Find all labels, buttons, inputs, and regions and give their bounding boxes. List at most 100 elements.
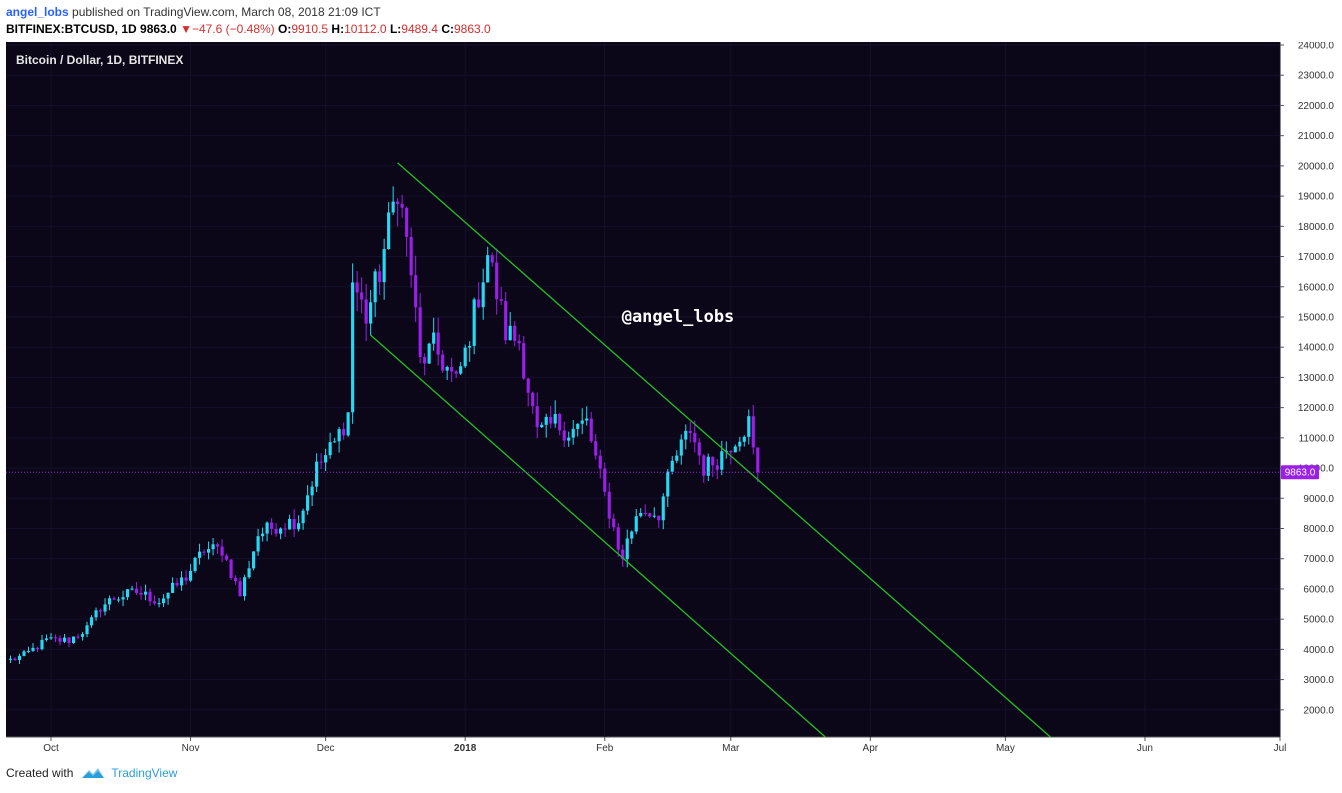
candle-body [8, 658, 13, 660]
open-value: 9910.5 [291, 22, 329, 36]
candle-body [360, 292, 364, 300]
price-chart[interactable]: Bitcoin / Dollar, 1D, BITFINEX @angel_lo… [6, 42, 1342, 757]
candle-body [423, 357, 427, 364]
candle-body [112, 598, 116, 600]
candle-body [256, 536, 260, 552]
candle-body [571, 428, 575, 438]
candle-body [175, 582, 179, 586]
grid [6, 42, 1281, 737]
candle-body [742, 436, 746, 442]
candle-body [729, 450, 733, 453]
candle-body [526, 378, 530, 393]
high-label: H: [331, 22, 345, 36]
candle-body [468, 345, 472, 348]
candle-body [414, 275, 418, 308]
y-tick-label: 14000.0 [1298, 343, 1335, 354]
channel-lines[interactable] [370, 162, 1051, 738]
candle-body [418, 307, 422, 358]
candle-body [98, 610, 103, 612]
y-tick-label: 9000.0 [1303, 494, 1334, 505]
x-tick-label: Jul [1274, 743, 1287, 754]
candle-body [324, 455, 328, 463]
plot-area[interactable] [6, 42, 1280, 737]
candle-body [553, 413, 557, 424]
last-price-tag: 9863.0 [1281, 465, 1319, 480]
candle-body [333, 441, 337, 443]
candle-body [134, 588, 139, 593]
candle-body [517, 340, 521, 344]
candle-body [477, 299, 481, 308]
candle-body [328, 442, 332, 456]
candle-body [585, 418, 589, 421]
time-axis[interactable] [6, 737, 1280, 757]
candle-body [670, 460, 674, 472]
candle-body [603, 468, 607, 492]
candle-body [751, 416, 755, 448]
candle-body [387, 212, 391, 250]
channel-line[interactable] [370, 334, 826, 738]
y-tick-label: 2000.0 [1303, 705, 1334, 716]
candle-body [675, 455, 679, 461]
y-tick-label: 22000.0 [1298, 101, 1335, 112]
candle-body [733, 446, 737, 453]
candle-body [355, 282, 359, 293]
candle-body [121, 597, 125, 600]
candle-body [31, 647, 35, 651]
candle-body [508, 325, 512, 341]
candle-body [22, 651, 26, 656]
author-link[interactable]: angel_lobs [6, 5, 69, 19]
candle-body [450, 367, 454, 372]
candle-body [697, 442, 701, 456]
x-tick-label: Apr [863, 743, 879, 754]
candle-body [666, 471, 670, 497]
candles [8, 186, 760, 665]
candle-body [188, 570, 193, 581]
candle-body [576, 423, 580, 429]
y-tick-label: 12000.0 [1298, 403, 1335, 414]
candle-body [549, 416, 553, 424]
ohlc-line: BITFINEX:BTCUSD, 1D 9863.0 ▼−47.6 (−0.48… [6, 21, 491, 38]
price-change: −47.6 (−0.48%) [191, 22, 275, 36]
candle-body [283, 528, 287, 530]
channel-line[interactable] [397, 162, 1051, 738]
candle-body [49, 637, 53, 639]
tradingview-brand-label: TradingView [111, 766, 178, 780]
x-tick-label: Nov [182, 743, 200, 754]
candle-body [369, 302, 373, 324]
price-axis[interactable] [1280, 42, 1342, 737]
candle-body [486, 255, 490, 283]
candle-body [643, 512, 647, 514]
candle-body [170, 582, 175, 593]
y-tick-label: 24000.0 [1298, 42, 1335, 52]
tradingview-link[interactable]: TradingView [81, 766, 177, 780]
candle-body [481, 282, 485, 308]
candle-body [382, 249, 386, 283]
candle-body [756, 447, 760, 473]
candle-body [679, 439, 683, 456]
y-tick-label: 20000.0 [1298, 161, 1335, 172]
candle-body [288, 518, 292, 530]
candle-body [103, 604, 107, 612]
y-tick-label: 13000.0 [1298, 373, 1335, 384]
candle-body [301, 510, 305, 524]
candle-body [184, 577, 188, 581]
candle-body [211, 544, 215, 550]
candle-body [499, 299, 503, 301]
candle-body [315, 461, 319, 487]
candle-body [292, 518, 296, 530]
candle-body [261, 533, 265, 537]
candle-body [364, 299, 368, 324]
y-tick-label: 8000.0 [1303, 524, 1334, 535]
low-label: L: [389, 22, 402, 36]
candle-body [472, 299, 476, 346]
candle-body [531, 392, 535, 407]
x-tick-label: Dec [317, 743, 335, 754]
candle-body [522, 343, 526, 379]
candle-body [157, 603, 161, 605]
time-scale: Oct Nov Dec 2018 Feb Mar Apr May Jun Jul [43, 737, 1286, 754]
candle-body [116, 599, 121, 601]
candle-body [85, 625, 89, 635]
close-value: 9863.0 [453, 22, 491, 36]
candle-body [454, 371, 458, 374]
candle-body [342, 429, 346, 436]
